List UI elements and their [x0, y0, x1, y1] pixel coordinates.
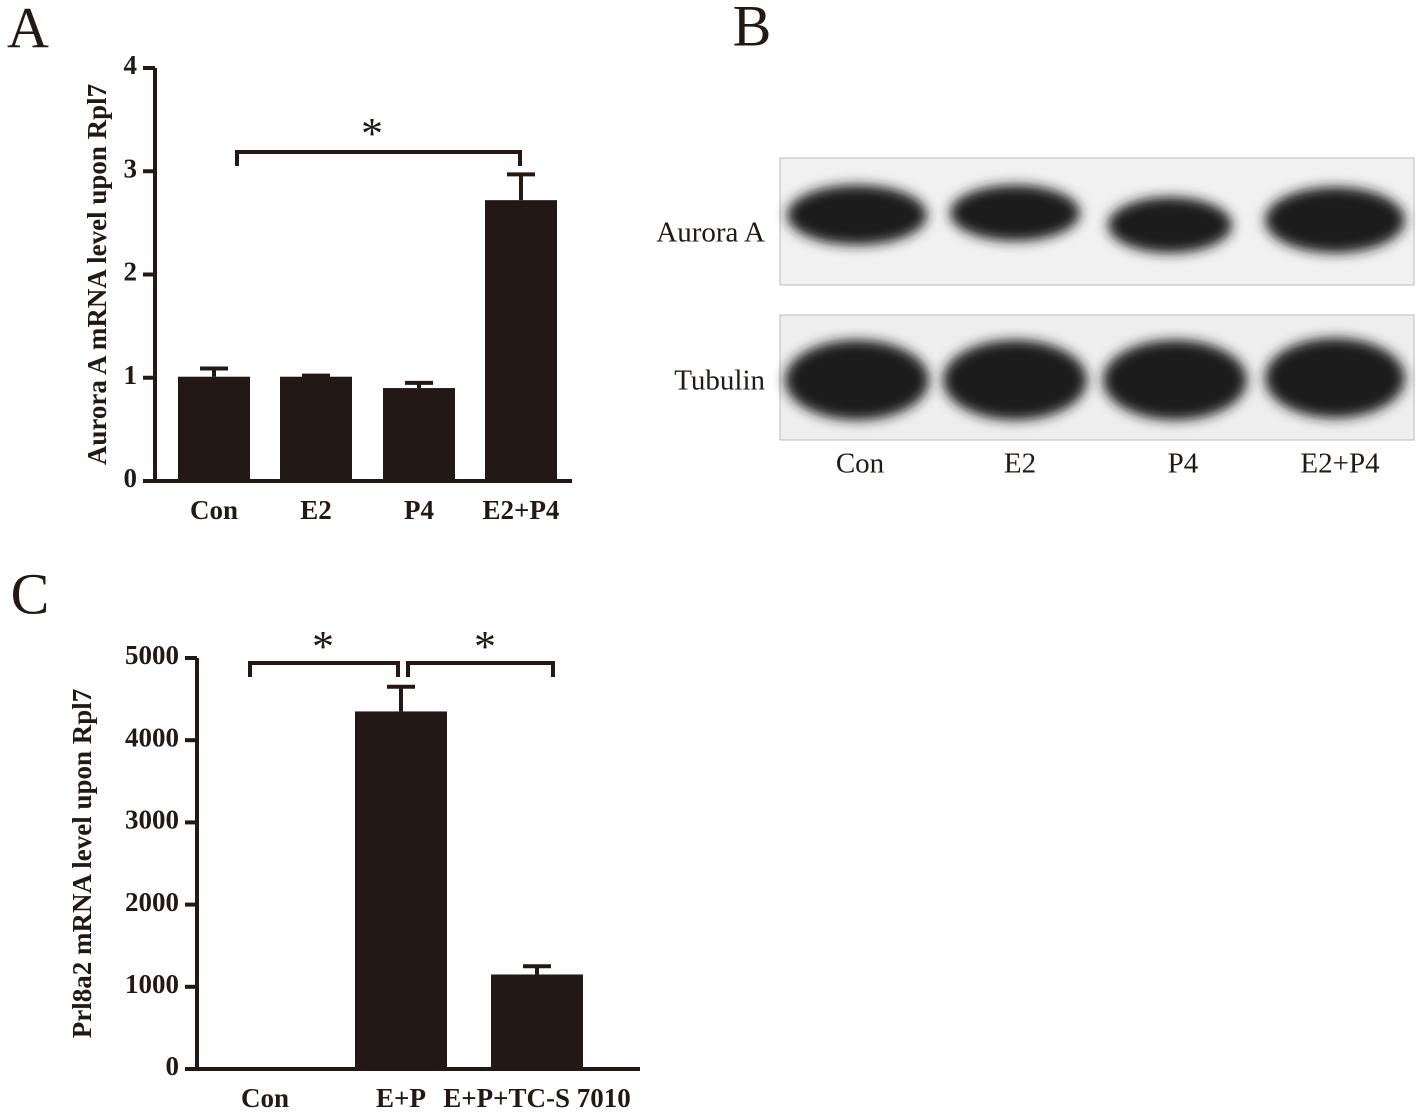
y-tick-label: 3 — [124, 153, 138, 183]
significance-mark: * — [474, 622, 496, 671]
y-tick-label: 2 — [124, 257, 138, 287]
bar — [485, 200, 557, 481]
significance-mark: * — [361, 109, 383, 158]
panel-letter: C — [11, 561, 50, 626]
y-tick-label: 3000 — [125, 805, 179, 835]
y-tick-label: 0 — [166, 1051, 180, 1081]
blot-lane-label: E2+P4 — [1300, 448, 1380, 480]
y-axis-label: Aurora A mRNA level upon Rpl7 — [82, 84, 112, 465]
blot-row-label: Tubulin — [674, 365, 765, 397]
bar — [491, 974, 583, 1069]
significance-bracket — [235, 150, 522, 166]
bar — [383, 388, 455, 481]
significance-mark: * — [312, 622, 334, 671]
y-tick-label: 4000 — [125, 722, 179, 752]
y-tick-label: 2000 — [125, 887, 179, 917]
blot-lane-label: P4 — [1168, 448, 1199, 480]
x-tick-label: E2 — [300, 495, 332, 525]
bar — [280, 376, 352, 481]
bar — [355, 711, 447, 1069]
bands — [785, 185, 1405, 420]
y-tick-label: 1 — [124, 360, 138, 390]
x-tick-label: P4 — [404, 495, 434, 525]
x-tick-label: Con — [241, 1083, 289, 1113]
panel-letter: B — [733, 0, 772, 58]
x-tick-label: E2+P4 — [483, 495, 560, 525]
x-tick-label: Con — [190, 495, 238, 525]
blot-lane-label: E2 — [1004, 448, 1036, 480]
significance-bracket — [248, 661, 400, 677]
y-tick-label: 4 — [124, 50, 138, 80]
y-axis-label: Prl8a2 mRNA level upon Rpl7 — [67, 689, 97, 1039]
significance-bracket — [406, 661, 555, 677]
blot: Aurora A Tubulin Con E2 P4 E2+P4 — [656, 157, 1415, 480]
blot-lane-label: Con — [836, 448, 885, 480]
blot-row-label: Aurora A — [656, 217, 765, 249]
y-tick-label: 1000 — [125, 969, 179, 999]
panel-letter: A — [7, 0, 49, 60]
y-tick-label: 0 — [124, 463, 138, 493]
x-tick-label: E+P+TC-S 7010 — [443, 1083, 631, 1113]
x-tick-label: E+P — [376, 1083, 426, 1113]
y-tick-label: 5000 — [125, 640, 179, 670]
bar — [178, 376, 250, 481]
